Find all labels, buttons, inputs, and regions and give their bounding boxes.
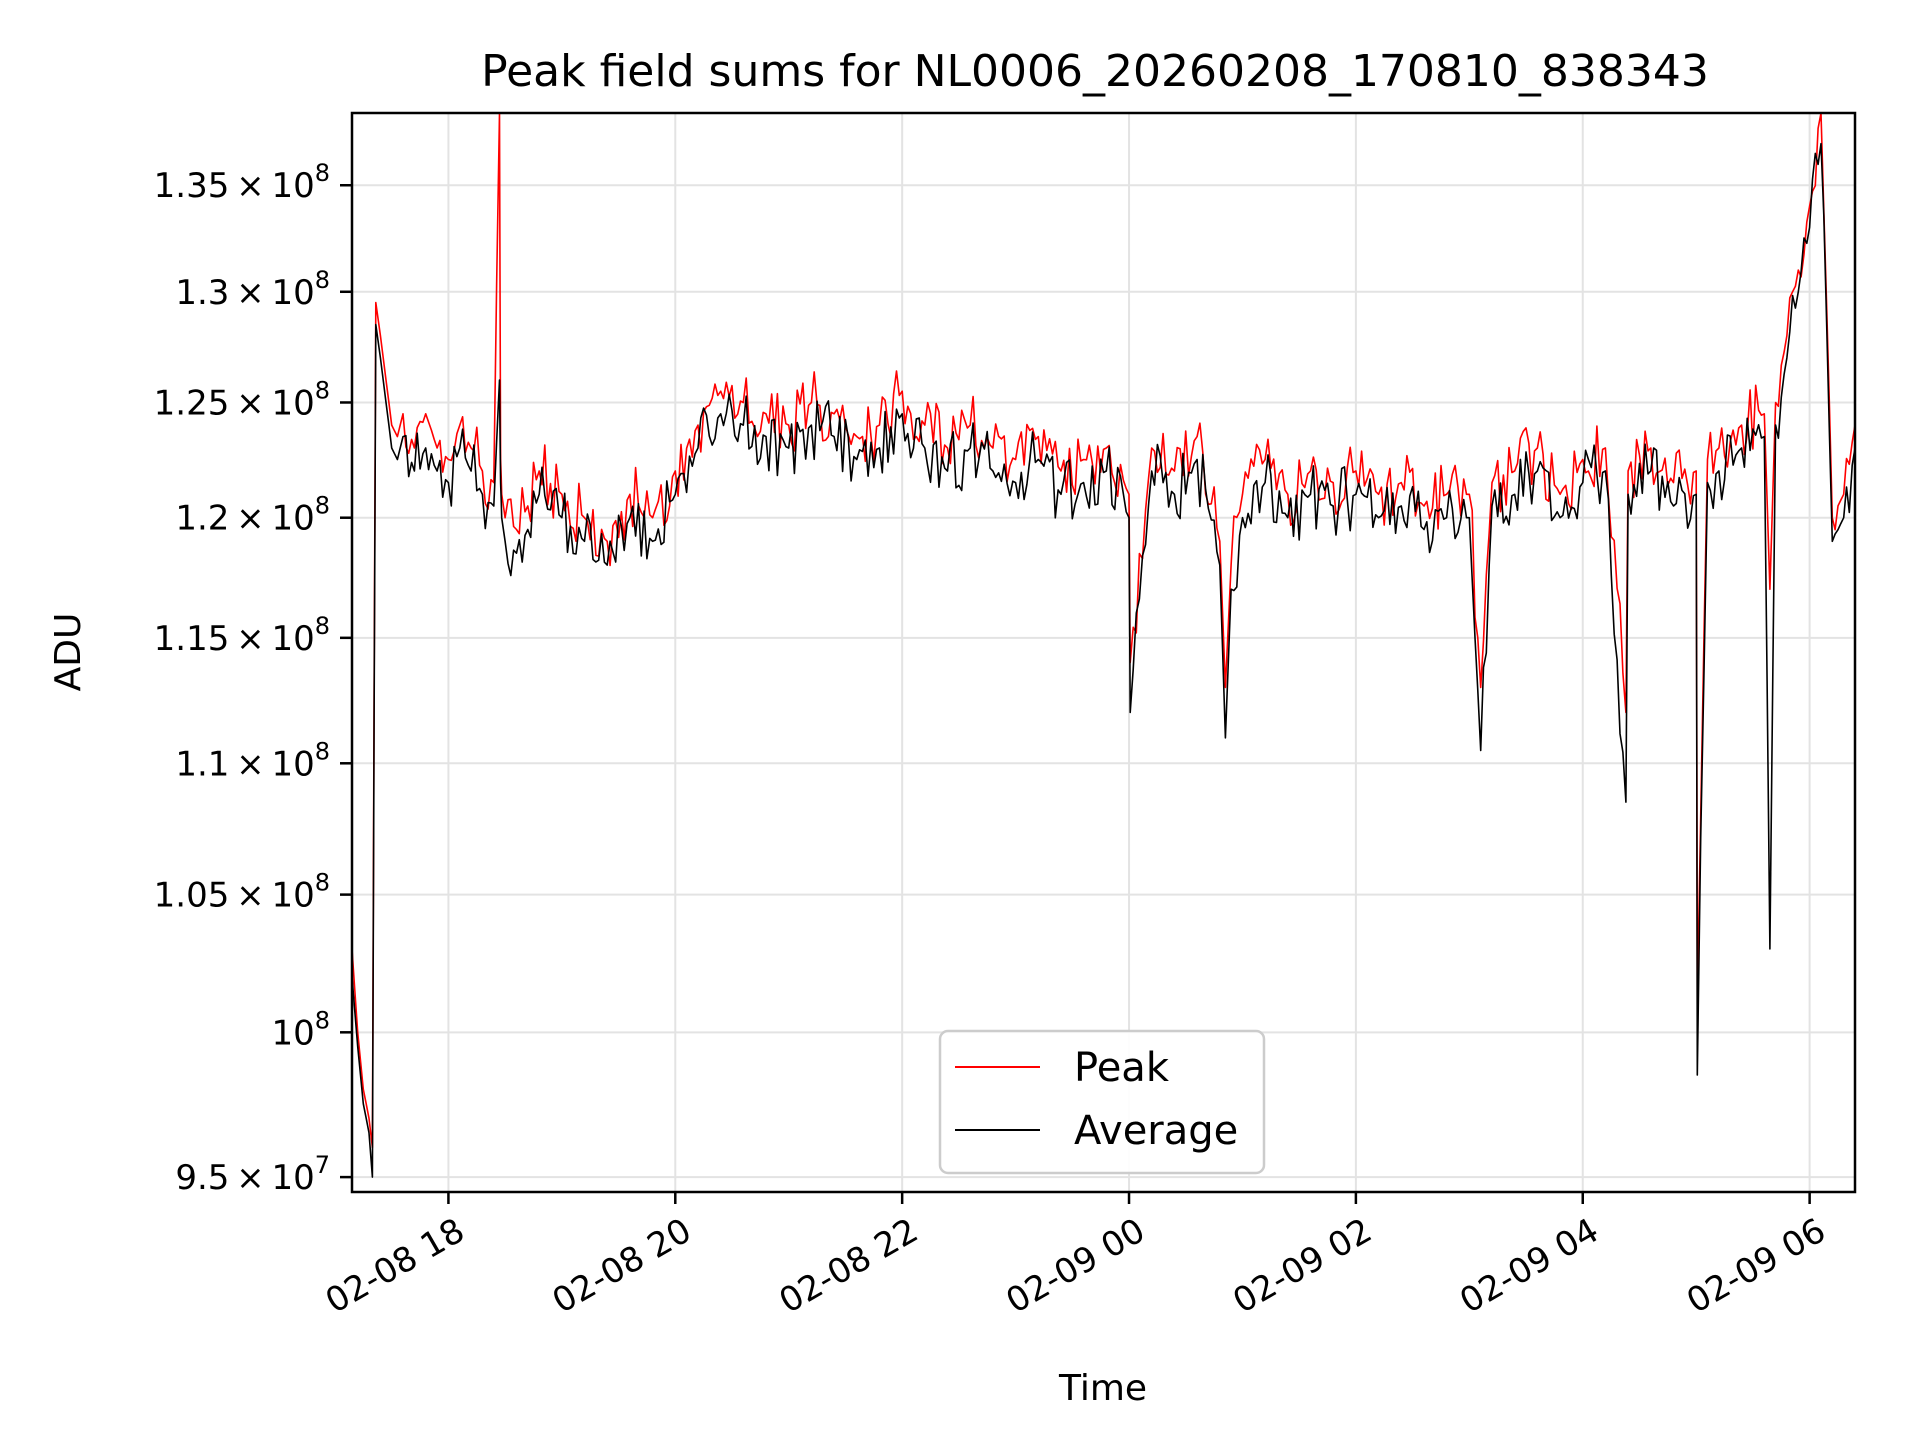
y-tick-label: 1.3 × 108: [175, 266, 330, 313]
chart-title: Peak field sums for NL0006_20260208_1708…: [481, 46, 1709, 97]
y-tick-label: 9.5 × 107: [175, 1151, 330, 1198]
y-axis-label: ADU: [48, 613, 89, 692]
legend-peak-label: Peak: [1074, 1045, 1170, 1091]
y-tick-label: 1.35 × 108: [154, 159, 330, 206]
y-tick-label: 1.05 × 108: [154, 869, 330, 916]
y-tick-label: 108: [271, 1006, 330, 1053]
x-axis-label: Time: [1058, 1368, 1147, 1409]
y-tick-label: 1.25 × 108: [154, 376, 330, 423]
y-tick-label: 1.1 × 108: [175, 737, 330, 784]
series-line-average: [351, 142, 1856, 1178]
y-tick-label: 1.15 × 108: [154, 612, 330, 659]
plot-frame: [350, 111, 1857, 1194]
legend-average-label: Average: [1074, 1108, 1238, 1154]
y-tick-label: 1.2 × 108: [175, 492, 330, 539]
legend: Peak Average: [938, 1029, 1266, 1175]
series-lines: [351, 112, 1856, 1178]
series-line-peak: [351, 112, 1856, 1149]
grid: [352, 113, 1855, 1192]
y-axis-ticks: 9.5 × 107 108 1.05 × 108 1.1 × 108 1.15 × 10…: [154, 159, 352, 1198]
